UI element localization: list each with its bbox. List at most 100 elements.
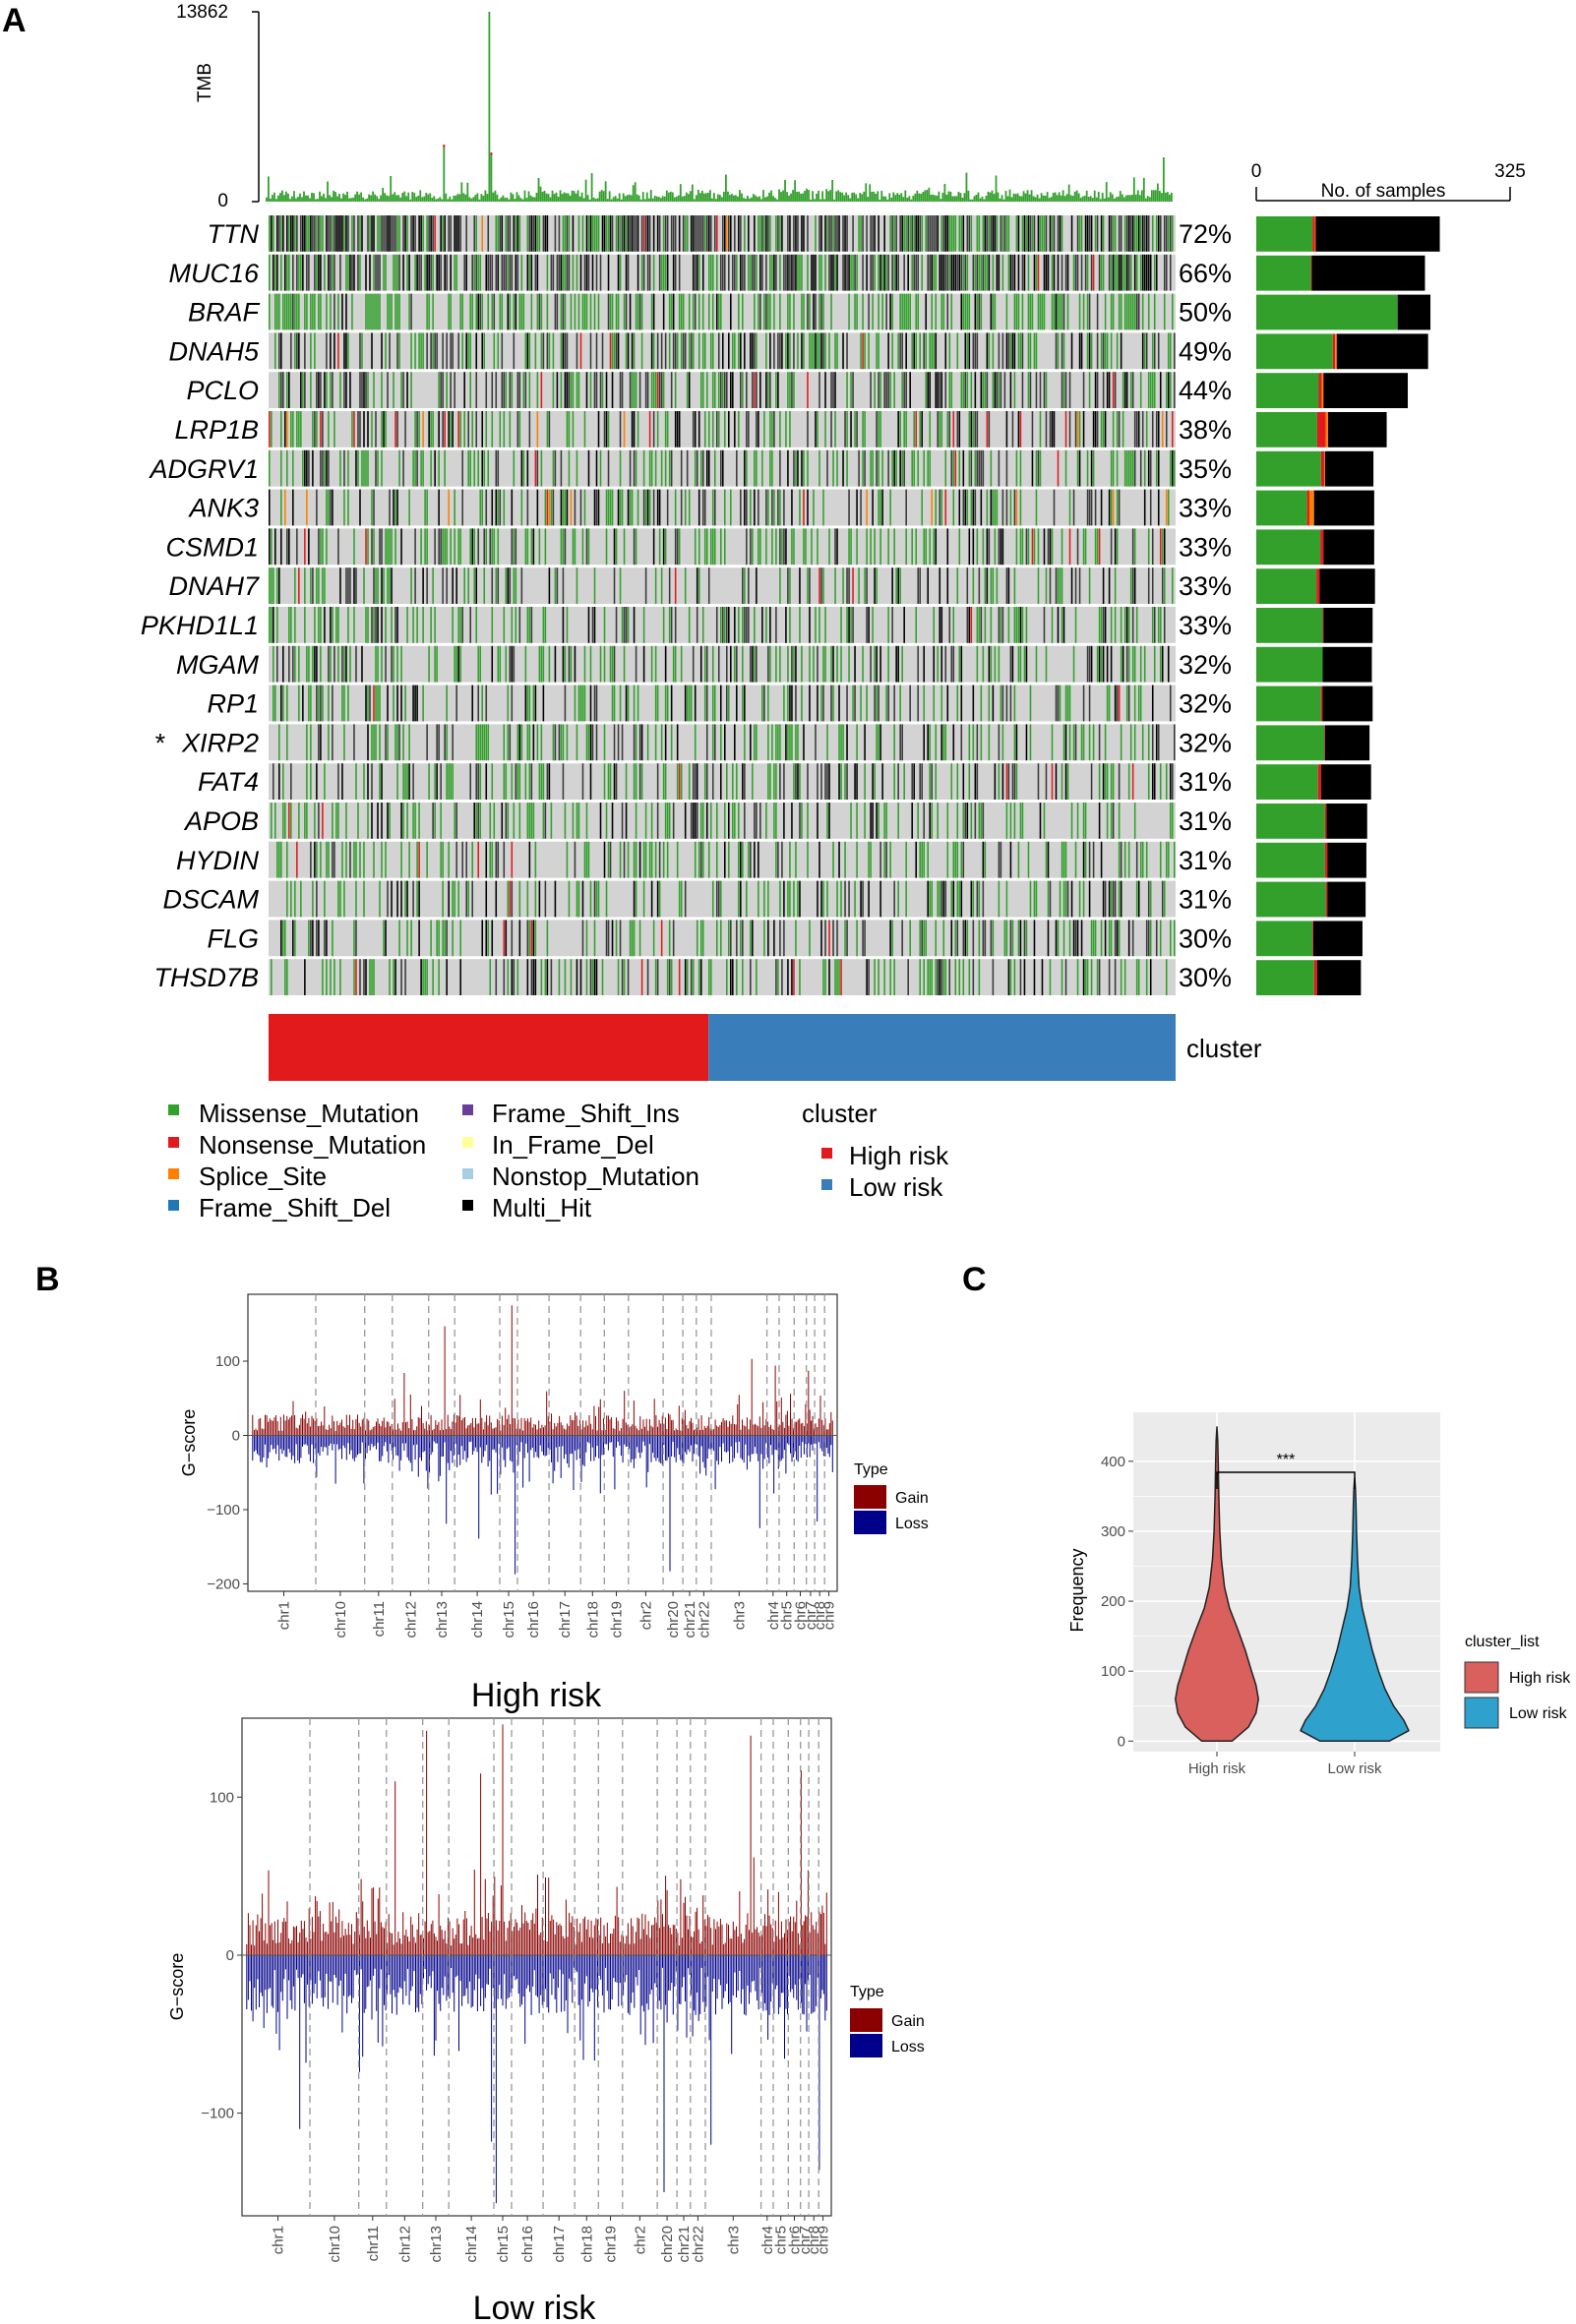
sample-bar-nonsense [1320,529,1324,566]
mutation-cell [452,920,454,957]
tmb-bar [1130,194,1133,202]
mutation-cell [870,528,872,566]
mutation-cell [779,293,781,330]
mutation-cell [1078,567,1081,604]
mutation-cell [457,528,459,566]
mutation-cell [744,763,746,800]
mutation-cell [879,841,881,878]
mutation-cell [345,372,347,408]
mutation-cell [1057,920,1060,957]
mutation-cell [292,411,294,447]
mutation-cell [1155,449,1158,487]
mutation-cell [273,645,274,683]
mutation-cell [332,254,333,291]
mutation-cell [623,528,626,566]
mutation-cell [1125,254,1128,291]
mutation-cell [276,215,278,252]
mutation-cell [883,803,885,839]
mutation-cell [406,803,408,839]
mutation-cell [889,372,891,408]
mutation-cell [308,449,310,487]
mutation-cell [367,528,369,566]
mutation-cell [396,607,398,643]
mutation-cell [457,332,459,370]
mutation-cell [817,528,818,566]
mutation-cell [878,332,879,370]
mutation-cell [705,449,708,487]
mutation-cell [701,254,704,291]
mutation-cell [1086,293,1089,330]
mutation-cell [579,254,582,291]
mutation-cell [434,332,436,370]
mutation-cell [332,803,333,839]
mutation-cell [652,372,655,408]
mutation-cell [654,685,657,722]
mutation-cell [318,528,320,566]
mutation-cell [1086,449,1089,487]
mutation-cell [756,724,758,761]
mutation-cell [1110,293,1113,330]
mutation-cell [940,607,943,643]
legend-swatch-frame-shift-ins [462,1104,473,1115]
mutation-cell [579,959,582,995]
mutation-cell [931,215,934,252]
mutation-cell [889,215,891,252]
mutation-cell [862,332,864,370]
mutation-cell [633,372,636,408]
mutation-cell [954,959,957,995]
mutation-cell [650,645,653,683]
mutation-cell [373,959,375,995]
mutation-cell [966,372,969,408]
mutation-cell [925,528,928,566]
mutation-cell [1072,920,1075,957]
tmb-bar [920,193,923,202]
mutation-cell [738,841,740,878]
mutation-cell [899,449,901,487]
tmb-bar [390,175,393,202]
mutation-cell [927,254,930,291]
mutation-cell [779,332,781,370]
mutation-cell [351,215,353,252]
mutation-cell [341,293,343,330]
tmb-bar [695,195,697,202]
mutation-cell [459,959,461,995]
mutation-cell [583,685,586,722]
mutation-cell [734,215,736,252]
mutation-cell [385,645,387,683]
mutation-cell [503,372,506,408]
mutation-cell [536,254,539,291]
mutation-cell [672,803,675,839]
mutation-cell [824,215,826,252]
mutation-cell [1051,724,1054,761]
mutation-cell [868,607,870,643]
mutation-cell [820,332,822,370]
tmb-bar [845,192,848,202]
tmb-bar [504,198,507,202]
mutation-cell [1005,411,1008,447]
mutation-cell [672,215,675,252]
mutation-cell [1098,763,1101,800]
mutation-cell [286,959,288,995]
mutation-cell [988,254,991,291]
mutation-cell [290,880,292,918]
mutation-cell [1007,607,1010,643]
mutation-cell [412,685,414,722]
mutation-cell [495,841,498,878]
mutation-cell [335,607,337,643]
mutation-cell [636,685,639,722]
mutation-cell [944,215,947,252]
gene-percent: 31% [1179,767,1232,797]
mutation-cell [377,567,379,604]
mutation-cell [1157,449,1160,487]
mutation-cell [1064,724,1067,761]
mutation-cell [481,215,484,252]
mutation-cell [720,372,722,408]
tmb-bar [965,172,968,202]
mutation-cell [1104,607,1107,643]
gene-percent: 31% [1179,846,1232,875]
mutation-cell [817,763,818,800]
tmb-bar [482,195,485,202]
mutation-cell [891,449,893,487]
tmb-bar [651,198,654,202]
mutation-cell [1098,607,1101,643]
